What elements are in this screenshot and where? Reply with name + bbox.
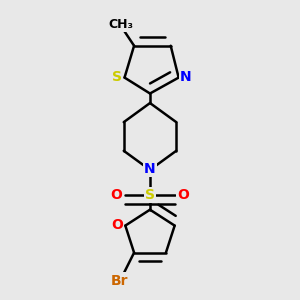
Text: N: N [144,162,156,176]
Text: O: O [178,188,189,203]
Text: CH₃: CH₃ [109,18,134,31]
Text: O: O [111,218,123,232]
Text: N: N [180,70,192,84]
Text: S: S [145,188,155,203]
Text: S: S [112,70,122,84]
Text: O: O [111,188,122,203]
Text: Br: Br [111,274,128,287]
